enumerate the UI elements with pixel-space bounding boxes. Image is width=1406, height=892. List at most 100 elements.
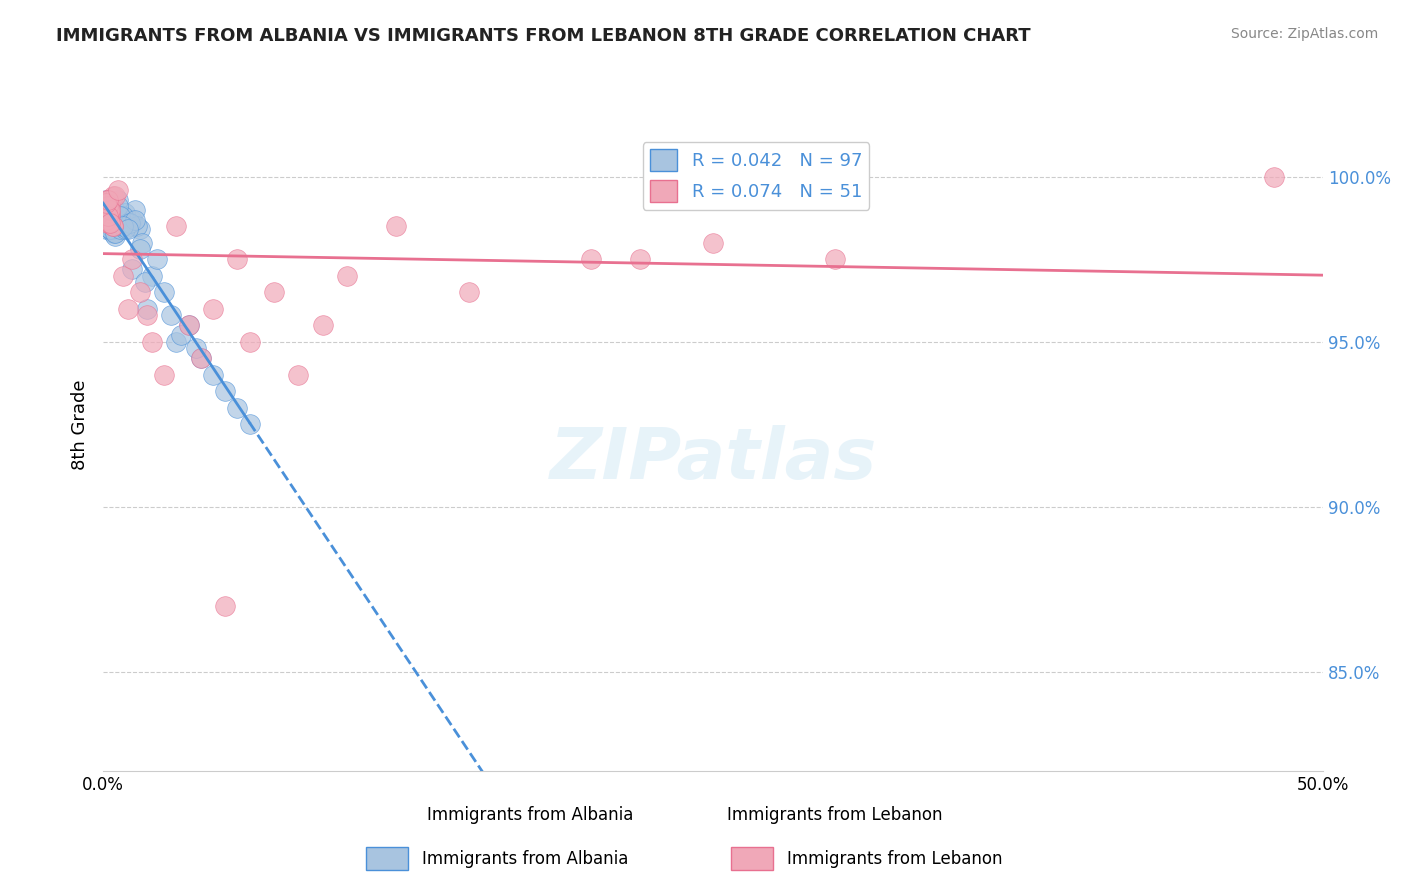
Point [190, 351, 212, 366]
Point [579, 252, 602, 267]
Point [97, 196, 120, 211]
Point [118, 219, 141, 234]
Point [124, 212, 146, 227]
Y-axis label: 8th Grade: 8th Grade [72, 379, 89, 470]
Point [108, 222, 131, 236]
Point [111, 219, 134, 234]
Point [97, 202, 120, 217]
Point [131, 235, 153, 250]
Point [104, 219, 127, 234]
Point [94, 196, 117, 211]
Point [107, 219, 129, 234]
Point [177, 318, 200, 333]
Point [287, 368, 309, 382]
Point [94, 196, 117, 211]
Point [100, 209, 122, 223]
Point [97, 216, 120, 230]
Point [1263, 169, 1285, 184]
Point [111, 268, 134, 283]
Point [121, 252, 143, 267]
Point [226, 401, 249, 415]
Point [100, 209, 122, 223]
Point [107, 199, 129, 213]
Point [100, 219, 122, 234]
Point [101, 226, 124, 240]
Point [226, 252, 249, 267]
Point [238, 334, 260, 349]
Point [100, 212, 122, 227]
Point [108, 209, 131, 223]
Point [94, 219, 117, 234]
Point [128, 222, 150, 236]
Point [312, 318, 335, 333]
Point [165, 334, 187, 349]
Point [97, 199, 120, 213]
Point [97, 209, 120, 223]
Point [165, 219, 187, 234]
Point [100, 199, 122, 213]
Point [153, 285, 176, 300]
Point [101, 222, 124, 236]
Point [97, 199, 120, 213]
Point [100, 222, 122, 236]
Point [100, 202, 122, 217]
Point [118, 216, 141, 230]
Point [100, 196, 122, 211]
Text: Immigrants from Albania: Immigrants from Albania [422, 850, 628, 868]
Point [100, 206, 122, 220]
Point [121, 262, 143, 277]
Point [97, 216, 120, 230]
Text: Source: ZipAtlas.com: Source: ZipAtlas.com [1230, 27, 1378, 41]
Point [101, 219, 124, 234]
Point [238, 417, 260, 432]
Point [94, 202, 117, 217]
Point [146, 252, 169, 267]
Point [134, 276, 156, 290]
Point [104, 209, 127, 223]
Point [100, 216, 122, 230]
Point [100, 206, 122, 220]
Point [100, 196, 122, 211]
Point [124, 202, 146, 217]
Point [104, 189, 127, 203]
Point [101, 216, 124, 230]
Point [100, 202, 122, 217]
Point [101, 222, 124, 236]
Point [136, 301, 159, 316]
Point [97, 199, 120, 213]
Point [94, 206, 117, 220]
Point [117, 216, 139, 230]
Point [100, 216, 122, 230]
Point [263, 285, 285, 300]
Point [97, 193, 120, 207]
Point [153, 368, 176, 382]
Point [111, 209, 134, 223]
Point [97, 209, 120, 223]
Point [100, 196, 122, 211]
Point [117, 222, 139, 236]
Point [160, 309, 183, 323]
Point [114, 222, 136, 236]
Point [97, 202, 120, 217]
Point [190, 351, 212, 366]
Point [97, 206, 120, 220]
Point [104, 229, 127, 244]
Point [170, 328, 193, 343]
Point [97, 209, 120, 223]
Point [101, 199, 124, 213]
Point [100, 199, 122, 213]
Point [100, 219, 122, 234]
Point [702, 235, 724, 250]
Point [101, 219, 124, 234]
Text: Immigrants from Lebanon: Immigrants from Lebanon [787, 850, 1002, 868]
Point [94, 212, 117, 227]
Point [97, 212, 120, 227]
Text: ZIPatlas: ZIPatlas [550, 425, 877, 493]
Point [97, 199, 120, 213]
Point [100, 209, 122, 223]
Point [97, 216, 120, 230]
Point [117, 301, 139, 316]
Point [628, 252, 651, 267]
Point [94, 202, 117, 217]
Text: Immigrants from Albania: Immigrants from Albania [427, 806, 633, 824]
